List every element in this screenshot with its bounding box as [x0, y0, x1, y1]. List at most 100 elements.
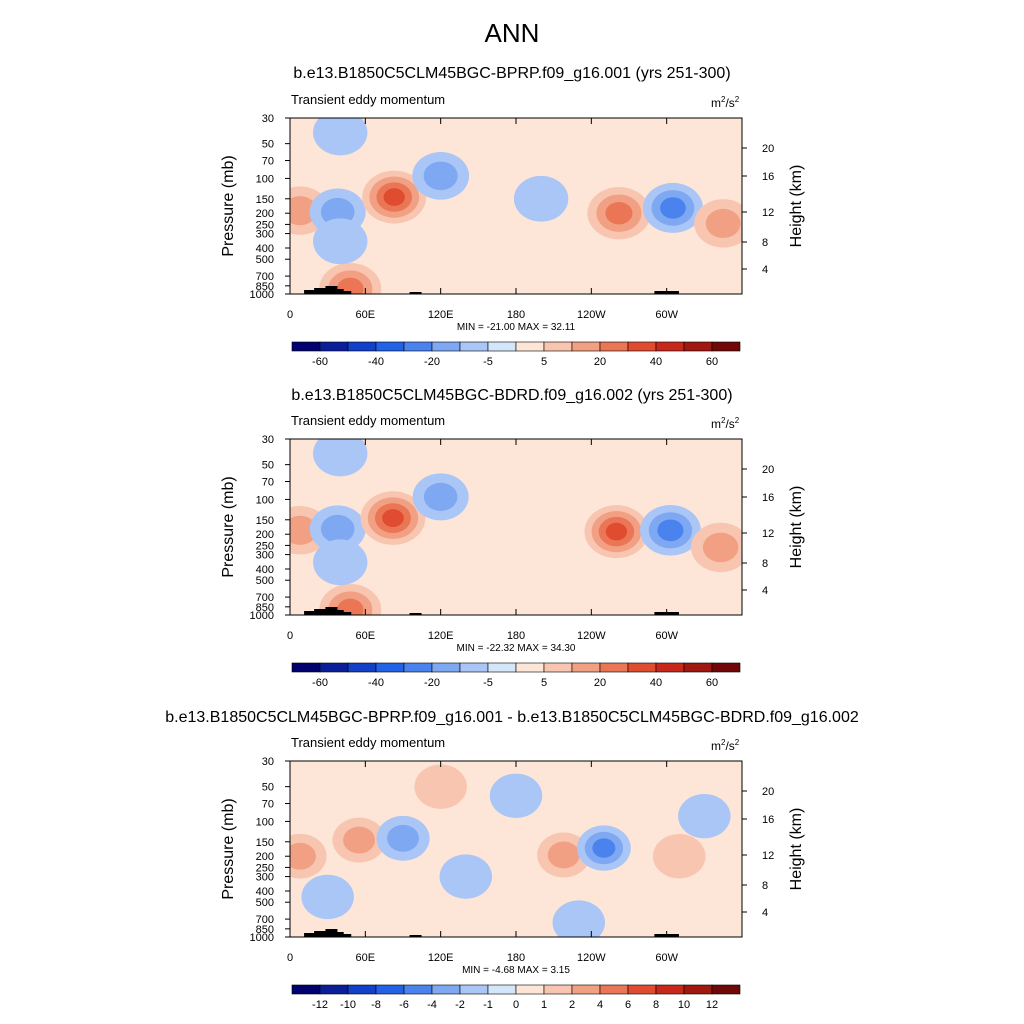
min-max-label: MIN = -21.00 MAX = 32.11 — [457, 322, 576, 333]
colorbar-label: -20 — [424, 677, 440, 689]
colorbar-swatch — [459, 341, 489, 352]
x-tick-label: 120W — [577, 630, 606, 642]
contour-band — [290, 515, 318, 545]
y2-tick-label: 4 — [762, 585, 768, 597]
topography — [304, 607, 679, 615]
y-tick-label: 400 — [256, 886, 274, 898]
colorbar-swatch — [515, 662, 545, 673]
topography-bar — [654, 934, 667, 937]
units-label: m2/s2 — [711, 95, 740, 110]
colorbar-swatch — [627, 984, 657, 995]
contour-feature — [587, 187, 651, 240]
y2-tick-label: 12 — [762, 850, 774, 862]
field-label: Transient eddy momentum — [291, 413, 445, 428]
y-axis-label: Pressure (mb) — [220, 155, 237, 256]
contour-band — [343, 826, 376, 854]
contour-band — [652, 833, 706, 879]
contour-band — [313, 439, 368, 477]
colorbar-swatch — [375, 984, 405, 995]
colorbar-label: -5 — [483, 356, 493, 368]
y2-tick-label: 12 — [762, 207, 774, 219]
y-tick-label: 50 — [262, 460, 274, 472]
colorbar-swatch — [487, 984, 517, 995]
colorbar-label: 20 — [594, 677, 606, 689]
contour-feature — [332, 817, 386, 863]
contour-feature — [678, 793, 731, 839]
contour-band — [705, 208, 741, 238]
colorbar-swatch — [543, 662, 573, 673]
contour-band — [489, 773, 543, 818]
contour-band — [678, 793, 731, 839]
contour-band — [336, 598, 364, 615]
contour-band — [547, 841, 580, 869]
colorbar-label: 6 — [625, 999, 631, 1011]
contour-feature — [362, 170, 427, 224]
figure-title: ANN — [484, 18, 540, 48]
y-tick-label: 30 — [262, 113, 274, 125]
y-tick-label: 200 — [256, 529, 274, 541]
y-tick-label: 850 — [256, 602, 274, 614]
y-tick-label: 70 — [262, 477, 274, 489]
topography-bar — [666, 934, 679, 937]
y2-tick-label: 20 — [762, 786, 774, 798]
units-label: m2/s2 — [711, 416, 740, 431]
y-axis-label: Pressure (mb) — [220, 798, 237, 899]
colorbar-swatch — [291, 984, 321, 995]
colorbar-label: 5 — [541, 677, 547, 689]
topography-bar — [325, 929, 338, 937]
colorbar-swatch — [599, 662, 629, 673]
y2-axis-label: Height (km) — [788, 165, 805, 248]
contour-feature — [313, 439, 368, 477]
y-tick-label: 400 — [256, 243, 274, 255]
colorbar-swatch — [319, 984, 349, 995]
contour-band — [301, 874, 354, 920]
topography-bar — [409, 292, 422, 294]
colorbar-swatch — [627, 341, 657, 352]
topography-bar — [304, 290, 317, 294]
y-tick-label: 250 — [256, 540, 274, 552]
x-tick-label: 0 — [287, 952, 293, 964]
y-tick-label: 70 — [262, 799, 274, 811]
colorbar-swatch — [375, 662, 405, 673]
contour-feature — [412, 473, 469, 521]
y-tick-label: 500 — [256, 897, 274, 909]
colorbar-swatch — [683, 341, 713, 352]
y-tick-label: 100 — [256, 173, 274, 185]
x-tick-label: 60E — [356, 952, 376, 964]
x-tick-label: 120E — [428, 309, 454, 321]
colorbar-label: 1 — [541, 999, 547, 1011]
colorbar-swatch — [375, 341, 405, 352]
colorbar-label: -10 — [340, 999, 356, 1011]
colorbar-label: 0 — [513, 999, 519, 1011]
contour-feature — [552, 900, 606, 937]
colorbar-swatch — [683, 662, 713, 673]
colorbar-label: 10 — [678, 999, 690, 1011]
field-label: Transient eddy momentum — [291, 735, 445, 750]
contour-band — [605, 201, 633, 225]
contour-feature — [309, 505, 366, 553]
panel-3: b.e13.B1850C5CLM45BGC-BPRP.f09_g16.001 -… — [165, 709, 859, 1011]
contour-band — [414, 764, 467, 809]
y-tick-label: 250 — [256, 862, 274, 874]
colorbar-swatch — [627, 662, 657, 673]
colorbar-label: -1 — [483, 999, 493, 1011]
topography-bar — [339, 612, 352, 615]
colorbar-swatch — [599, 341, 629, 352]
topography-bar — [666, 291, 679, 294]
contour-feature — [576, 825, 631, 871]
x-tick-label: 180 — [507, 630, 525, 642]
colorbar-label: 20 — [594, 356, 606, 368]
colorbar-swatch — [515, 341, 545, 352]
topography-bar — [331, 610, 344, 615]
colorbar-swatch — [655, 341, 685, 352]
colorbar-label: -20 — [424, 356, 440, 368]
contour-band — [387, 824, 419, 852]
colorbar: -60 -40 -20 -5 5 20 40 60 — [291, 341, 741, 368]
colorbar-label: 60 — [706, 356, 718, 368]
colorbar-swatch — [571, 341, 601, 352]
colorbar-swatch — [571, 984, 601, 995]
colorbar-swatch — [711, 984, 741, 995]
topography-bar — [325, 607, 338, 615]
contour-band — [423, 482, 458, 511]
colorbar-label: 40 — [650, 356, 662, 368]
